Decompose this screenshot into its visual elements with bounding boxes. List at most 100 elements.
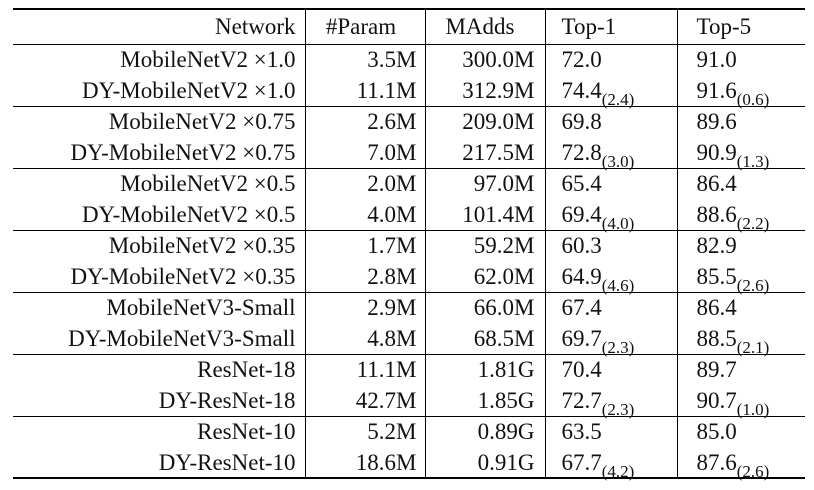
top1-value: 72.0 xyxy=(561,47,602,73)
param-cell: 1.7M xyxy=(305,229,426,261)
param-cell: 5.2M xyxy=(305,415,426,447)
top5-cell: 85.0 xyxy=(677,415,805,447)
top5-cell: 90.9(1.3) xyxy=(677,137,805,171)
network-cell: MobileNetV2 ×0.75 xyxy=(13,105,306,137)
madds-cell: 66.0M xyxy=(425,291,546,323)
top1-cell: 70.4 xyxy=(545,353,678,385)
network-cell: DY-MobileNetV2 ×1.0 xyxy=(13,75,306,106)
table-row: MobileNetV2 ×1.0 3.5M 300.0M 72.0 91.0 xyxy=(13,44,805,75)
top1-value: 69.8 xyxy=(561,109,602,135)
madds-cell: 300.0M xyxy=(425,44,546,75)
top5-cell: 91.0 xyxy=(677,44,805,75)
madds-cell: 62.0M xyxy=(425,261,546,292)
top5-gain: (2.6) xyxy=(736,275,770,295)
top5-value: 86.4 xyxy=(696,295,737,321)
top1-value: 69.7 xyxy=(561,325,602,351)
top1-value: 64.9 xyxy=(561,263,602,289)
header-row: Network #Param MAdds Top-1 Top-5 xyxy=(13,8,805,45)
param-cell: 7.0M xyxy=(305,137,426,168)
top1-gain: (4.6) xyxy=(601,275,635,295)
top5-cell: 91.6(0.6) xyxy=(677,75,805,108)
table-group: MobileNetV3-Small 2.9M 66.0M 67.4 86.4 D… xyxy=(13,291,805,357)
top5-cell: 86.4 xyxy=(677,167,805,199)
network-cell: DY-MobileNetV3-Small xyxy=(13,323,306,354)
table-group: MobileNetV2 ×1.0 3.5M 300.0M 72.0 91.0 D… xyxy=(13,44,805,109)
network-cell: DY-MobileNetV2 ×0.75 xyxy=(13,137,306,168)
top1-cell: 64.9(4.6) xyxy=(545,261,678,295)
top1-value: 72.8 xyxy=(561,139,602,165)
network-cell: DY-MobileNetV2 ×0.35 xyxy=(13,261,306,292)
top1-value: 72.7 xyxy=(561,387,602,413)
top5-gain: (2.2) xyxy=(736,213,770,233)
network-cell: ResNet-10 xyxy=(13,415,306,447)
madds-cell: 101.4M xyxy=(425,199,546,230)
top5-cell: 89.6 xyxy=(677,105,805,137)
top1-value: 60.3 xyxy=(561,233,602,259)
top5-gain: (1.0) xyxy=(736,399,770,419)
top1-value: 70.4 xyxy=(561,357,602,383)
top1-gain: (4.2) xyxy=(601,461,635,481)
top1-value: 67.4 xyxy=(561,295,602,321)
param-cell: 2.8M xyxy=(305,261,426,292)
param-cell: 11.1M xyxy=(305,353,426,385)
top1-value: 63.5 xyxy=(561,419,602,445)
top5-cell: 87.6(2.6) xyxy=(677,447,805,481)
header-madds: MAdds xyxy=(425,8,546,45)
top1-cell: 67.7(4.2) xyxy=(545,447,678,481)
madds-cell: 0.91G xyxy=(425,447,546,479)
top1-cell: 69.8 xyxy=(545,105,678,137)
top1-cell: 67.4 xyxy=(545,291,678,323)
top1-value: 74.4 xyxy=(561,77,602,103)
top5-cell: 82.9 xyxy=(677,229,805,261)
table-group: MobileNetV2 ×0.35 1.7M 59.2M 60.3 82.9 D… xyxy=(13,229,805,295)
param-cell: 2.0M xyxy=(305,167,426,199)
top5-value: 88.5 xyxy=(696,325,737,351)
param-cell: 11.1M xyxy=(305,75,426,106)
table-row: MobileNetV2 ×0.35 1.7M 59.2M 60.3 82.9 xyxy=(13,229,805,261)
header-top5: Top-5 xyxy=(677,8,805,45)
param-cell: 42.7M xyxy=(305,385,426,416)
table-row: ResNet-18 11.1M 1.81G 70.4 89.7 xyxy=(13,353,805,385)
table-row: MobileNetV3-Small 2.9M 66.0M 67.4 86.4 xyxy=(13,291,805,323)
table-row: DY-MobileNetV2 ×1.0 11.1M 312.9M 74.4(2.… xyxy=(13,75,805,109)
header-param: #Param xyxy=(305,8,426,45)
top5-value: 87.6 xyxy=(696,449,737,475)
top1-cell: 72.0 xyxy=(545,44,678,75)
top1-cell: 74.4(2.4) xyxy=(545,75,678,109)
top1-gain: (2.3) xyxy=(601,337,635,357)
table-group: ResNet-18 11.1M 1.81G 70.4 89.7 DY-ResNe… xyxy=(13,353,805,419)
top5-cell: 86.4 xyxy=(677,291,805,323)
network-cell: MobileNetV2 ×1.0 xyxy=(13,44,306,75)
top5-cell: 89.7 xyxy=(677,353,805,385)
top1-value: 69.4 xyxy=(561,201,602,227)
table-row: MobileNetV2 ×0.75 2.6M 209.0M 69.8 89.6 xyxy=(13,105,805,137)
results-table: Network #Param MAdds Top-1 Top-5 MobileN… xyxy=(13,8,805,481)
network-cell: DY-MobileNetV2 ×0.5 xyxy=(13,199,306,230)
top1-gain: (3.0) xyxy=(601,151,635,171)
table-header: Network #Param MAdds Top-1 Top-5 xyxy=(13,8,805,45)
header-network: Network xyxy=(13,8,306,45)
top5-gain: (2.1) xyxy=(736,337,770,357)
top1-cell: 69.7(2.3) xyxy=(545,323,678,357)
top5-value: 90.7 xyxy=(696,387,737,413)
param-cell: 2.6M xyxy=(305,105,426,137)
top5-gain: (1.3) xyxy=(736,151,770,171)
header-top1: Top-1 xyxy=(545,8,678,45)
table-row: DY-MobileNetV2 ×0.35 2.8M 62.0M 64.9(4.6… xyxy=(13,261,805,295)
top5-gain: (2.6) xyxy=(736,461,770,481)
madds-cell: 1.85G xyxy=(425,385,546,416)
network-cell: MobileNetV2 ×0.5 xyxy=(13,167,306,199)
table-row: DY-ResNet-18 42.7M 1.85G 72.7(2.3) 90.7(… xyxy=(13,385,805,419)
top5-value: 86.4 xyxy=(696,171,737,197)
top5-value: 85.5 xyxy=(696,263,737,289)
top5-cell: 88.6(2.2) xyxy=(677,199,805,233)
madds-cell: 1.81G xyxy=(425,353,546,385)
param-cell: 18.6M xyxy=(305,447,426,479)
top1-value: 65.4 xyxy=(561,171,602,197)
madds-cell: 209.0M xyxy=(425,105,546,137)
table-group: MobileNetV2 ×0.5 2.0M 97.0M 65.4 86.4 DY… xyxy=(13,167,805,233)
table-row: DY-MobileNetV3-Small 4.8M 68.5M 69.7(2.3… xyxy=(13,323,805,357)
top1-gain: (2.4) xyxy=(601,89,635,109)
table-row: DY-ResNet-10 18.6M 0.91G 67.7(4.2) 87.6(… xyxy=(13,447,805,481)
table-row: DY-MobileNetV2 ×0.75 7.0M 217.5M 72.8(3.… xyxy=(13,137,805,171)
